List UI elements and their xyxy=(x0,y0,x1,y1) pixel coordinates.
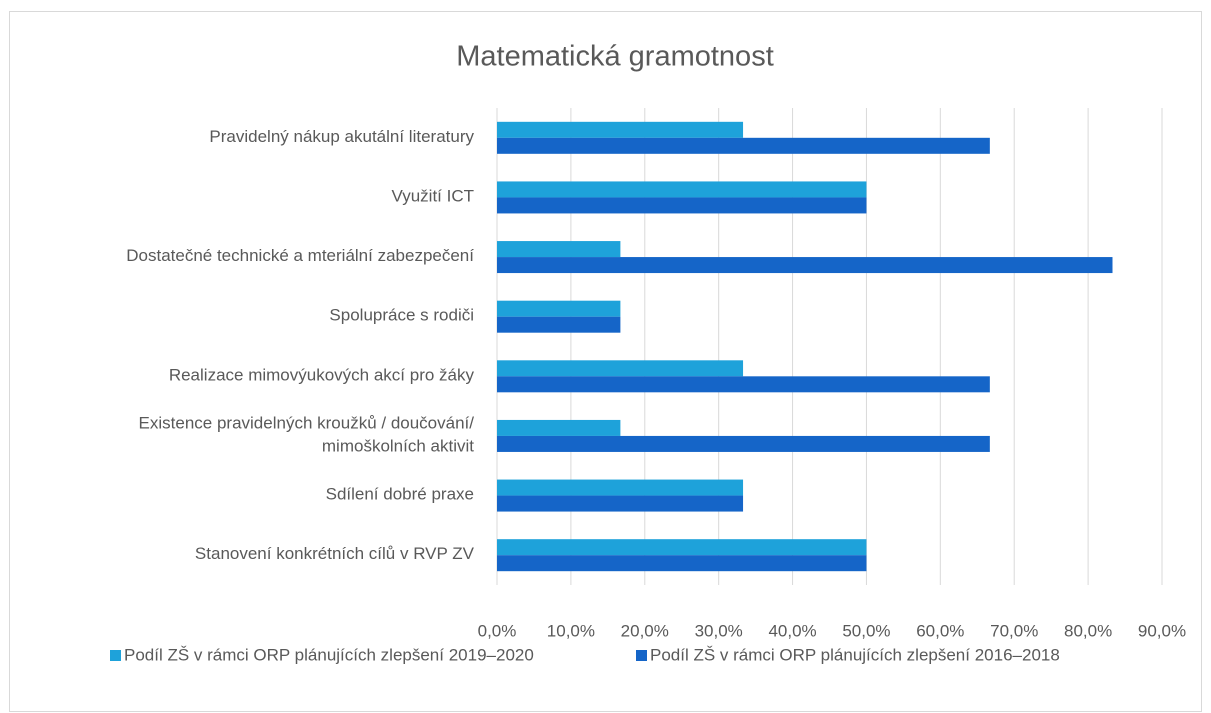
y-tick-label: Dostatečné technické a mteriální zabezpe… xyxy=(126,247,474,266)
x-tick-label: 50,0% xyxy=(842,621,890,640)
bar xyxy=(497,241,621,258)
chart-title: Matematická gramotnost xyxy=(456,41,774,73)
x-tick-label: 10,0% xyxy=(547,621,595,640)
x-tick-label: 30,0% xyxy=(695,621,743,640)
legend-swatch xyxy=(636,650,647,661)
bar xyxy=(497,539,867,556)
y-tick-label: Sdílení dobré praxe xyxy=(326,485,474,504)
bar xyxy=(497,137,990,154)
bar xyxy=(497,181,867,198)
x-tick-label: 20,0% xyxy=(621,621,669,640)
x-tick-label: 70,0% xyxy=(990,621,1038,640)
y-tick-label-line: mimoškolních aktivit xyxy=(322,437,474,456)
bar xyxy=(497,376,990,393)
x-tick-label: 60,0% xyxy=(916,621,964,640)
y-tick-label-line: Stanovení konkrétních cílů v RVP ZV xyxy=(195,545,475,564)
y-tick-label: Spolupráce s rodiči xyxy=(329,306,474,325)
y-tick-label: Pravidelný nákup akutální literatury xyxy=(209,127,474,146)
x-tick-label: 90,0% xyxy=(1138,621,1186,640)
bar xyxy=(497,121,744,138)
bar xyxy=(497,360,744,377)
bar xyxy=(497,316,621,333)
y-tick-label-line: Dostatečné technické a mteriální zabezpe… xyxy=(126,247,474,266)
y-tick-label-line: Pravidelný nákup akutální literatury xyxy=(209,127,474,146)
y-tick-label-line: Využití ICT xyxy=(392,187,475,206)
y-tick-label-line: Realizace mimovýukových akcí pro žáky xyxy=(169,366,475,385)
legend-label: Podíl ZŠ v rámci ORP plánujících zlepšen… xyxy=(124,645,534,664)
legend-swatch xyxy=(110,650,121,661)
bar xyxy=(497,419,621,436)
y-tick-label: Stanovení konkrétních cílů v RVP ZV xyxy=(195,545,475,564)
bar xyxy=(497,479,744,496)
x-tick-label: 0,0% xyxy=(478,621,517,640)
y-tick-label: Existence pravidelných kroužků / doučová… xyxy=(139,414,475,456)
legend-label: Podíl ZŠ v rámci ORP plánujících zlepšen… xyxy=(650,645,1060,664)
x-tick-label: 40,0% xyxy=(768,621,816,640)
bar xyxy=(497,495,744,512)
bar xyxy=(497,197,867,214)
bar xyxy=(497,435,990,452)
bar xyxy=(497,300,621,317)
y-tick-label-line: Existence pravidelných kroužků / doučová… xyxy=(139,414,475,433)
x-tick-label: 80,0% xyxy=(1064,621,1112,640)
bar xyxy=(497,555,867,572)
y-tick-label-line: Spolupráce s rodiči xyxy=(329,306,474,325)
y-tick-label-line: Sdílení dobré praxe xyxy=(326,485,474,504)
bar xyxy=(497,257,1113,274)
y-tick-label: Využití ICT xyxy=(392,187,475,206)
y-tick-label: Realizace mimovýukových akcí pro žáky xyxy=(169,366,475,385)
